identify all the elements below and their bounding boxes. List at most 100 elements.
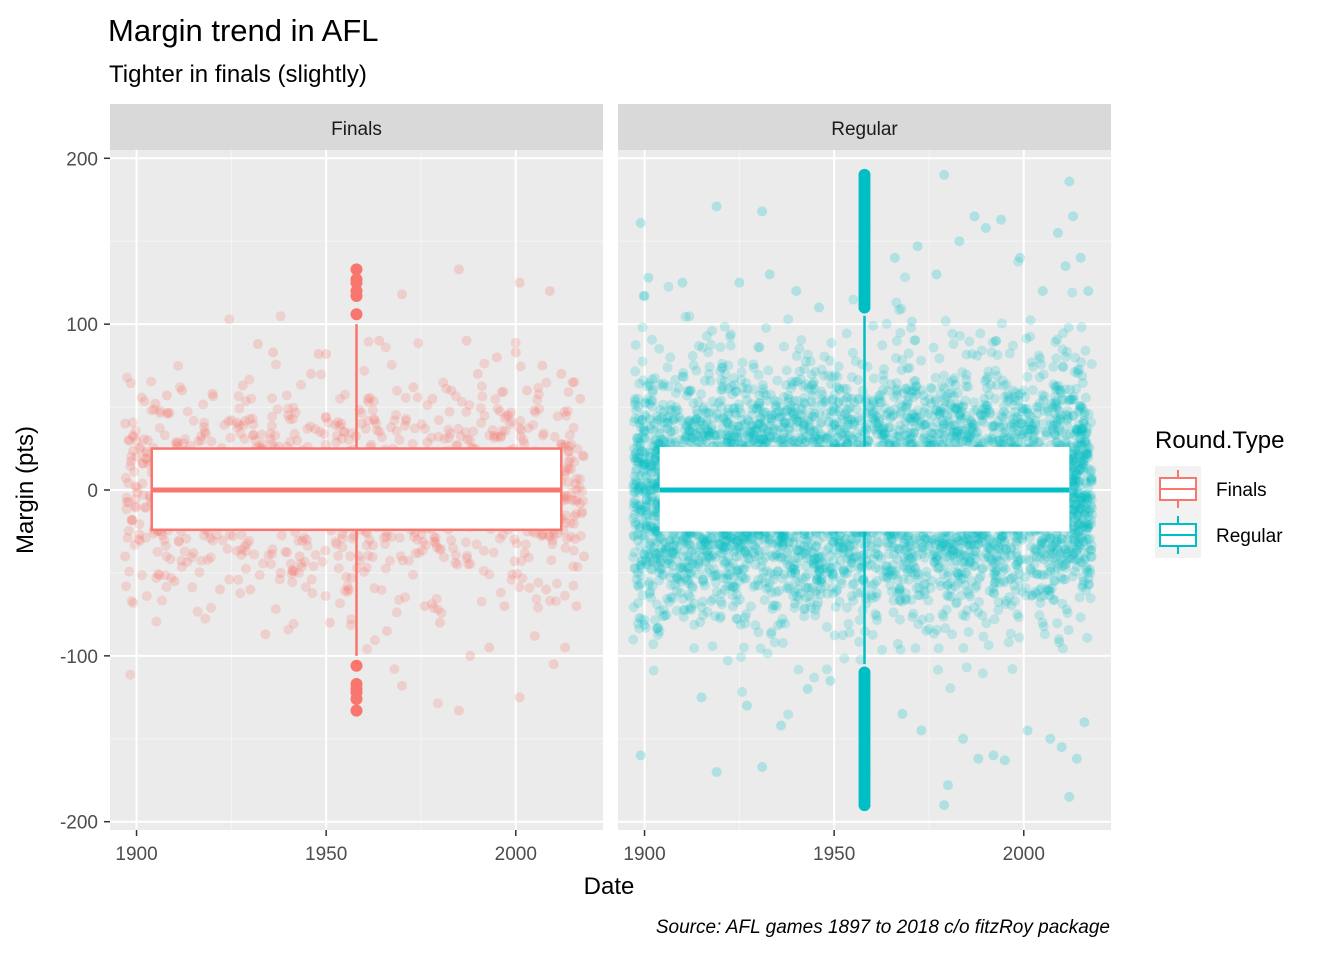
scatter-point <box>391 425 402 436</box>
scatter-point <box>702 426 713 437</box>
scatter-point <box>1017 534 1028 545</box>
scatter-point <box>821 395 832 406</box>
scatter-point <box>400 415 411 426</box>
scatter-point <box>867 412 878 423</box>
scatter-point <box>753 627 764 638</box>
scatter-point <box>507 416 518 427</box>
scatter-point <box>571 484 582 495</box>
scatter-point <box>123 496 134 507</box>
scatter-point <box>171 436 182 447</box>
scatter-point <box>514 277 525 288</box>
scatter-point <box>999 550 1010 561</box>
scatter-point <box>816 416 827 427</box>
scatter-point <box>342 586 353 597</box>
scatter-point <box>721 438 732 449</box>
scatter-point <box>384 555 395 566</box>
scatter-point <box>570 495 581 506</box>
scatter-point <box>727 601 738 612</box>
scatter-point <box>938 419 949 430</box>
scatter-point <box>555 439 566 450</box>
scatter-point <box>310 424 321 435</box>
scatter-point <box>741 427 752 438</box>
scatter-point <box>450 550 461 561</box>
scatter-point <box>650 526 661 537</box>
scatter-point <box>883 541 894 552</box>
scatter-point <box>793 416 804 427</box>
scatter-point <box>434 617 445 628</box>
scatter-point <box>1041 430 1052 441</box>
scatter-point <box>565 453 576 464</box>
scatter-point <box>1067 453 1078 464</box>
scatter-point <box>839 653 850 664</box>
scatter-point <box>549 529 560 540</box>
scatter-point <box>824 355 835 366</box>
scatter-point <box>695 426 706 437</box>
scatter-point <box>256 429 267 440</box>
scatter-point <box>747 426 758 437</box>
scatter-point <box>1026 541 1037 552</box>
scatter-point <box>247 413 258 424</box>
scatter-point <box>823 370 834 381</box>
scatter-point <box>1068 470 1079 481</box>
scatter-point <box>869 578 880 589</box>
scatter-point <box>1079 455 1090 466</box>
scatter-point <box>935 543 946 554</box>
scatter-point <box>125 378 136 389</box>
scatter-point <box>572 561 583 572</box>
scatter-point <box>811 569 822 580</box>
scatter-point <box>978 552 989 563</box>
scatter-point <box>151 616 162 627</box>
scatter-point <box>827 395 838 406</box>
scatter-point <box>696 540 707 551</box>
scatter-point <box>938 423 949 434</box>
scatter-point <box>1063 625 1074 636</box>
scatter-point <box>732 421 743 432</box>
scatter-point <box>174 382 185 393</box>
scatter-point <box>233 391 244 402</box>
scatter-point <box>202 554 213 565</box>
scatter-point <box>121 581 132 592</box>
scatter-point <box>932 554 943 565</box>
scatter-point <box>244 414 255 425</box>
scatter-point <box>125 456 136 467</box>
scatter-point <box>653 561 664 572</box>
scatter-point <box>791 544 802 555</box>
scatter-point <box>1073 495 1084 506</box>
scatter-point <box>1062 413 1073 424</box>
scatter-point <box>394 434 405 445</box>
scatter-point <box>1005 628 1016 639</box>
scatter-point <box>775 618 786 629</box>
scatter-point <box>1080 585 1091 596</box>
scatter-point <box>838 547 849 558</box>
scatter-point <box>648 639 659 650</box>
scatter-point <box>453 705 464 716</box>
scatter-point <box>1069 524 1080 535</box>
scatter-point <box>740 546 751 557</box>
scatter-point <box>139 396 150 407</box>
scatter-point <box>724 331 735 342</box>
scatter-point <box>1086 473 1097 484</box>
scatter-point <box>783 538 794 549</box>
scatter-point <box>515 361 526 372</box>
scatter-point <box>433 431 444 442</box>
scatter-point <box>136 392 147 403</box>
scatter-point <box>1079 554 1090 565</box>
scatter-point <box>206 602 217 613</box>
scatter-point <box>286 568 297 579</box>
scatter-point <box>1071 472 1082 483</box>
scatter-point <box>365 392 376 403</box>
scatter-point <box>891 384 902 395</box>
scatter-point <box>725 340 736 351</box>
scatter-point <box>1065 384 1076 395</box>
scatter-point <box>633 452 644 463</box>
scatter-point <box>479 410 490 421</box>
scatter-point <box>998 427 1009 438</box>
scatter-point <box>321 349 332 359</box>
scatter-point <box>950 420 961 431</box>
scatter-point <box>537 430 548 441</box>
scatter-point <box>941 551 952 562</box>
scatter-point <box>514 422 525 433</box>
scatter-point <box>1014 632 1025 643</box>
scatter-point <box>549 431 560 442</box>
scatter-point <box>998 400 1009 411</box>
